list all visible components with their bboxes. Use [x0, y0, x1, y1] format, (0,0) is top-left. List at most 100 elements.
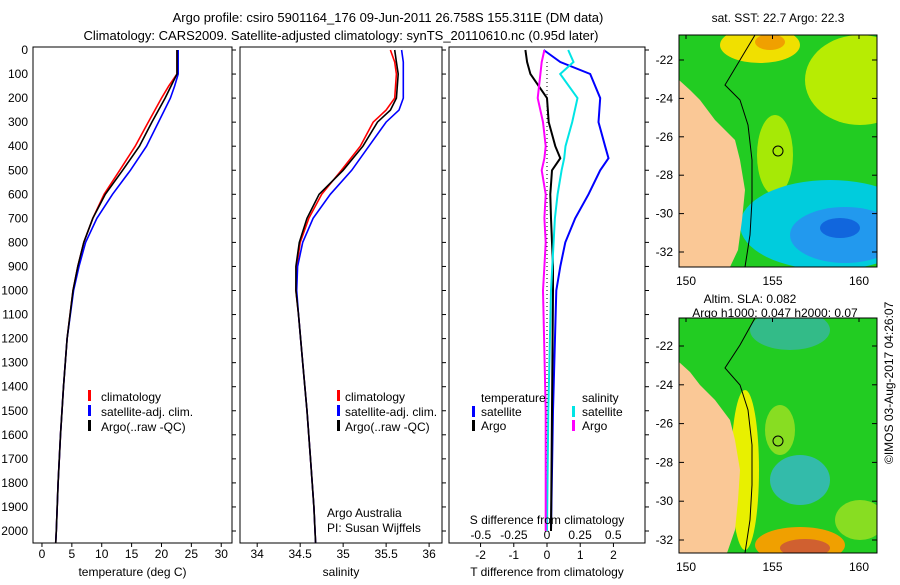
sla-map-subtitle: Argo h1000: 0.047 h2000: 0.07 [692, 306, 858, 320]
s-tick-label: -0.5 [470, 528, 491, 542]
x-axis-label: T difference from climatology [470, 565, 624, 579]
y-tick-label: 600 [8, 187, 28, 201]
sla-map-frame [678, 317, 878, 554]
difference-legend: temperature salinity satellite Argo sate… [472, 391, 623, 433]
land-australia [679, 362, 740, 553]
x-tick-label: -2 [475, 548, 486, 562]
y-tick-label: 700 [8, 211, 28, 225]
legend-mark-climatology [88, 390, 91, 401]
axes-frame [239, 46, 443, 544]
s-tick-label: 0.25 [568, 528, 592, 542]
legend-header-temperature: temperature [481, 391, 546, 405]
y-tick-label: 400 [8, 139, 28, 153]
legend-mark-climatology [337, 390, 340, 401]
series-line-s-satellite [546, 49, 579, 532]
copyright-text: ©IMOS 03-Aug-2017 04:26:07 [882, 301, 896, 464]
series-line-climatology [54, 50, 178, 544]
lat-tick-label: -26 [656, 417, 674, 431]
y-tick-label: 900 [8, 259, 28, 273]
temperature-legend: climatology satellite-adj. clim. Argo(..… [88, 390, 193, 434]
lon-tick-label: 150 [676, 274, 696, 288]
legend-mark-s-satellite [572, 406, 575, 417]
y-tick-label: 300 [8, 115, 28, 129]
annotation-institution: Argo Australia [327, 506, 402, 520]
y-tick-label: 1500 [1, 404, 28, 418]
figure-title-line2: Climatology: CARS2009. Satellite-adjuste… [84, 28, 599, 43]
x-tick-label: 30 [215, 547, 229, 561]
y-tick-label: 0 [21, 43, 28, 57]
legend-label: satellite [481, 405, 522, 419]
x-axis-label: temperature (deg C) [78, 565, 186, 579]
legend-mark-satellite [88, 405, 91, 416]
lat-tick-label: -32 [656, 245, 674, 259]
x-tick-label: 34.5 [288, 547, 312, 561]
lat-tick-label: -28 [656, 455, 674, 469]
x-tick-label: 1 [577, 548, 584, 562]
float-position-marker [772, 145, 784, 157]
lat-tick-label: -24 [656, 378, 674, 392]
sst-map-frame [678, 34, 878, 268]
legend-label: satellite-adj. clim. [345, 405, 437, 419]
series-line-s-argo [536, 49, 547, 531]
legend-label: Argo [481, 419, 507, 433]
profile-panel-3: -2 -1 0 1 2 T difference from climatology -0.5… [448, 46, 649, 579]
x-tick-label: 36 [422, 547, 436, 561]
legend-mark-satellite [337, 405, 340, 416]
y-tick-label: 1400 [1, 380, 28, 394]
s-tick-label: 0 [544, 528, 551, 542]
y-tick-label: 1200 [1, 332, 28, 346]
float-position-marker [772, 435, 784, 447]
legend-mark-argo [88, 420, 91, 431]
y-tick-label: 1700 [1, 452, 28, 466]
sst-map: sat. SST: 22.7 Argo: 22.3 [678, 11, 878, 268]
x-tick-label: 0 [544, 548, 551, 562]
x-axis-label: salinity [323, 565, 360, 579]
salinity-legend: climatology satellite-adj. clim. Argo(..… [337, 390, 437, 434]
lat-tick-label: -30 [656, 207, 674, 221]
y-tick-label: 1100 [2, 308, 28, 322]
lat-tick-label: -26 [656, 130, 674, 144]
x-tick-label: 35 [336, 547, 350, 561]
legend-label: Argo [582, 419, 608, 433]
profile-panel-2: 34 34.5 35 35.5 36 salinity [239, 46, 446, 579]
y-tick-label: 1000 [1, 284, 28, 298]
series-line-t-satellite [543, 49, 610, 532]
legend-header-salinity: salinity [582, 391, 619, 405]
lat-tick-label: -32 [656, 533, 674, 547]
s-tick-label: 0.5 [605, 528, 622, 542]
legend-label: satellite-adj. clim. [101, 405, 193, 419]
y-tick-label: 1600 [1, 428, 28, 442]
lat-tick-label: -30 [656, 494, 674, 508]
legend-label: satellite [582, 405, 623, 419]
legend-mark-s-argo [572, 420, 575, 431]
y-tick-label: 1300 [1, 356, 28, 370]
series-line-satellite-adj-clim- [54, 50, 179, 544]
lon-tick-label: 155 [762, 560, 782, 574]
y-tick-label: 200 [8, 91, 28, 105]
legend-mark-t-argo [472, 420, 475, 431]
y-tick-label: 1800 [1, 476, 28, 490]
legend-mark-t-satellite [472, 406, 475, 417]
legend-label: climatology [101, 390, 161, 404]
y-tick-label: 800 [8, 235, 28, 249]
figure-title-line1: Argo profile: csiro 5901164_176 09-Jun-2… [173, 10, 604, 25]
series-line-argo-raw-qc- [295, 49, 400, 544]
lat-tick-label: -22 [656, 339, 674, 353]
legend-label: climatology [345, 390, 405, 404]
x-tick-label: 25 [185, 547, 199, 561]
lon-tick-label: 160 [849, 274, 869, 288]
x-tick-label: 35.5 [374, 547, 398, 561]
x-tick-label: 10 [95, 547, 109, 561]
series-line-t-argo [524, 49, 562, 532]
lat-tick-label: -24 [656, 91, 674, 105]
y-tick-label: 500 [8, 163, 28, 177]
x-tick-label: 5 [69, 547, 76, 561]
sla-map-title: Altim. SLA: 0.082 [704, 292, 797, 306]
lat-tick-label: -22 [656, 53, 674, 67]
series-line-argo-raw-qc- [54, 50, 178, 544]
x-tick-label: -1 [508, 548, 519, 562]
profile-panel-1: 0100200300400500600700800900100011001200… [1, 43, 236, 579]
x-tick-label: 20 [155, 547, 169, 561]
lat-tick-label: -28 [656, 168, 674, 182]
lon-tick-label: 150 [676, 560, 696, 574]
